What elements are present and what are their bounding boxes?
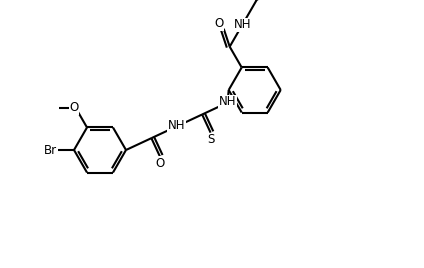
- Text: O: O: [155, 157, 165, 170]
- Text: Br: Br: [43, 143, 56, 157]
- Text: NH: NH: [219, 95, 236, 108]
- Text: O: O: [70, 101, 78, 114]
- Text: NH: NH: [234, 18, 251, 31]
- Text: S: S: [207, 133, 214, 146]
- Text: O: O: [214, 17, 223, 30]
- Text: NH: NH: [168, 119, 186, 132]
